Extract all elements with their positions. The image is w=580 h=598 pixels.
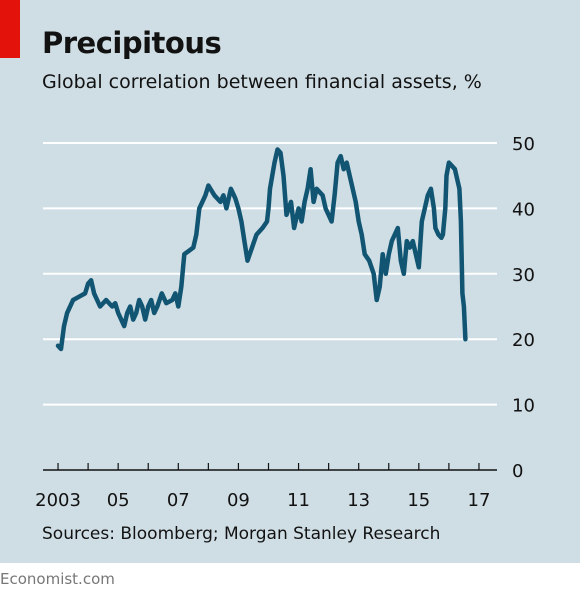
chart-panel [0,0,580,563]
x-tick-label: 15 [407,490,430,511]
y-tick-label: 0 [512,461,523,482]
y-tick-label: 50 [512,134,535,155]
y-tick-label: 20 [512,330,535,351]
series-line [55,147,468,352]
x-tick-label: 2003 [35,490,81,511]
y-tick-label: 40 [512,199,535,220]
chart-subtitle: Global correlation between financial ass… [42,71,482,93]
x-tick-label: 11 [287,490,310,511]
x-tick-label: 13 [347,490,370,511]
y-tick-label: 30 [512,265,535,286]
y-tick-label: 10 [512,396,535,417]
x-tick-label: 05 [107,490,130,511]
y-axis-labels: 0 10 20 30 40 50 [512,134,535,482]
chart-title: Precipitous [42,26,222,60]
source-note: Sources: Bloomberg; Morgan Stanley Resea… [42,524,441,544]
line-chart: 0 10 20 30 40 50 2003 05 07 09 11 13 15 17 [35,134,535,511]
brand-label: Economist.com [0,570,115,588]
x-tick-label: 07 [167,490,190,511]
x-tick-label: 17 [468,490,491,511]
x-axis [43,463,497,471]
x-tick-label: 09 [227,490,250,511]
x-axis-labels: 2003 05 07 09 11 13 15 17 [35,490,490,511]
red-tag-logo [0,0,20,58]
